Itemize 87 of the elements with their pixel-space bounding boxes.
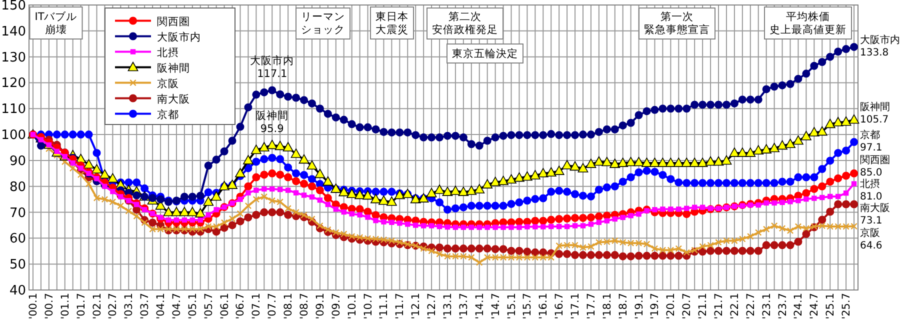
x-tick-label: '18.1 [601, 293, 614, 320]
x-tick-label: '24.1 [792, 293, 805, 320]
x-tick-label: '19.1 [633, 293, 646, 320]
x-tick-label: '17.7 [585, 293, 598, 320]
x-tick-label: '16.7 [554, 293, 566, 320]
x-tick-label: '21.7 [713, 293, 726, 320]
x-tick-label: '22.7 [744, 293, 757, 320]
legend-label: 京阪 [157, 76, 179, 90]
annotation: 大阪市内 117.1 [250, 54, 294, 80]
x-tick-label: '20.7 [681, 293, 694, 320]
text: 阪神間 105.7 [860, 101, 890, 126]
x-tick-label: '11.7 [394, 293, 406, 320]
legend-label: 北摂 [157, 46, 179, 59]
y-tick-label: 50 [9, 258, 26, 273]
x-tick-label: '00.1 [27, 293, 40, 320]
x-tick-label: '11.1 [378, 293, 390, 320]
x-tick-label: '23.7 [776, 293, 789, 320]
y-tick-label: 100 [1, 128, 26, 144]
x-tick-label: '02.1 [91, 293, 104, 320]
x-tick-label: '07.7 [266, 293, 279, 320]
x-tick-label: '06.1 [218, 293, 231, 320]
x-tick-label: '06.7 [234, 293, 247, 320]
x-tick-label: '10.7 [362, 293, 374, 320]
text: 北摂 81.0 [860, 178, 882, 202]
x-tick-label: '09.7 [330, 293, 342, 320]
annotation: 阪神間 95.9 [256, 109, 289, 136]
x-tick-label: '03.7 [139, 293, 152, 320]
y-tick-label: 150 [1, 0, 26, 14]
annotation: 平均株価史上最高値更新 [770, 10, 846, 36]
x-tick-label: '03.1 [123, 293, 136, 320]
legend-label: 阪神間 [157, 61, 190, 74]
text: 京都 97.1 [860, 129, 882, 154]
x-tick-label: '14.7 [490, 293, 502, 320]
x-tick-label: '01.1 [59, 293, 72, 320]
x-tick-label: '22.1 [728, 293, 741, 320]
x-tick-label: '01.7 [75, 293, 88, 320]
y-tick-label: 140 [1, 24, 26, 40]
x-tick-label: '09.1 [314, 293, 326, 320]
text: 南大阪 73.1 [860, 202, 890, 226]
x-tick-label: '15.7 [522, 293, 534, 320]
x-tick-label: '20.1 [665, 293, 678, 320]
x-tick-label: '05.7 [202, 293, 215, 320]
y-tick-label: 110 [1, 102, 26, 118]
x-tick-label: '17.1 [570, 293, 582, 320]
x-tick-label: '21.1 [697, 293, 710, 320]
legend-label: 南大阪 [157, 92, 190, 106]
legend-label: 大阪市内 [157, 30, 201, 44]
annotation: 東日本大震災 [376, 10, 408, 36]
annotation: ITバブル崩壊 [34, 10, 78, 36]
y-tick-label: 120 [1, 76, 26, 92]
y-tick-label: 40 [9, 284, 26, 298]
x-tick-label: '25.7 [840, 293, 853, 320]
y-tick-label: 70 [9, 206, 26, 221]
y-tick-label: 90 [9, 154, 26, 169]
x-tick-label: '16.1 [538, 293, 550, 320]
annotation: 第一次緊急事態宣言 [644, 11, 710, 36]
x-tick-label: '13.1 [442, 293, 454, 320]
x-tick-label: '02.7 [107, 293, 120, 320]
x-tick-label: '04.1 [155, 293, 168, 320]
y-tick-label: 80 [9, 180, 26, 195]
text: 関西圏 85.0 [860, 155, 890, 178]
x-tick-label: '07.1 [250, 293, 263, 320]
x-tick-label: '19.7 [649, 293, 662, 320]
x-tick-label: '23.1 [760, 293, 773, 320]
text: 大阪市内 133.8 [860, 34, 900, 58]
y-tick-label: 130 [1, 50, 26, 66]
legend-label: 関西圏 [157, 16, 190, 28]
x-tick-label: '12.1 [410, 293, 422, 320]
annotation: 第二次安倍政権発足 [432, 11, 498, 36]
x-tick-label: '10.1 [346, 293, 358, 320]
x-tick-label: '14.1 [474, 293, 486, 320]
annotation: リーマンショック [301, 11, 345, 36]
x-tick-label: '18.7 [617, 293, 630, 320]
x-tick-label: '08.1 [282, 293, 295, 320]
x-tick-label: '08.7 [298, 293, 311, 320]
annotation: 東京五輪決定 [452, 47, 518, 60]
x-tick-label: '15.1 [506, 293, 518, 320]
x-tick-label: '00.7 [43, 293, 56, 320]
x-tick-label: '04.7 [170, 293, 183, 320]
legend-label: 京都 [157, 108, 179, 121]
x-tick-label: '05.1 [186, 293, 199, 320]
x-tick-label: '25.1 [824, 293, 837, 320]
y-tick-label: 60 [9, 232, 26, 247]
x-tick-label: '12.7 [426, 293, 438, 320]
text: 京阪 64.6 [860, 227, 882, 252]
x-tick-label: '13.7 [458, 293, 470, 320]
x-tick-label: '24.7 [808, 293, 821, 320]
